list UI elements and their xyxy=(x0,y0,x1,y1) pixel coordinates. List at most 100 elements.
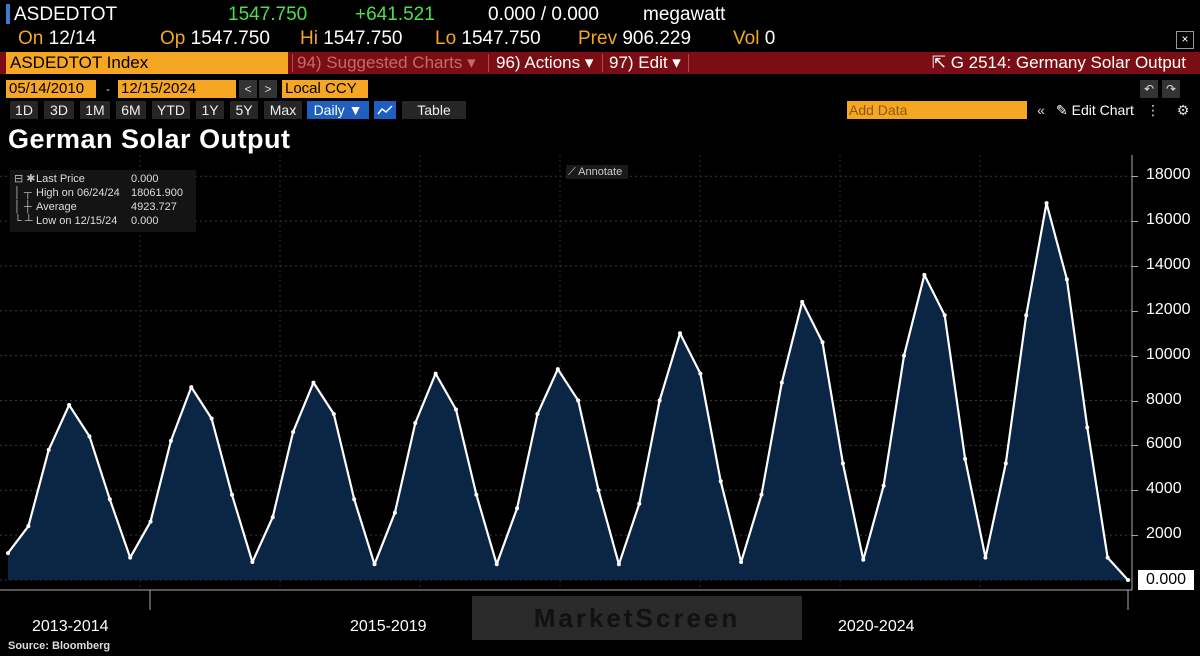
graph-title[interactable]: ⇱ G 2514: Germany Solar Output xyxy=(932,52,1186,74)
end-date-input[interactable]: 12/15/2024 xyxy=(118,80,236,98)
range-max[interactable]: Max xyxy=(264,101,302,119)
legend-label: Last Price xyxy=(36,173,85,185)
graph-title-text: G 2514: Germany Solar Output xyxy=(950,53,1186,72)
prev-label: Prev xyxy=(578,28,618,49)
data-point xyxy=(718,479,723,484)
data-point xyxy=(861,557,866,562)
date-dash: - xyxy=(106,82,110,96)
data-point xyxy=(942,313,947,318)
series-points xyxy=(6,201,1130,582)
more-icon[interactable]: ⋮ xyxy=(1146,102,1160,118)
data-point xyxy=(698,371,703,376)
ticker-symbol[interactable]: ASDEDTOT xyxy=(14,4,118,25)
divider xyxy=(602,54,603,72)
y-tick-mark xyxy=(1132,445,1138,447)
data-point xyxy=(372,562,377,567)
on-date: On 12/14 xyxy=(18,28,96,50)
data-point xyxy=(168,438,173,443)
data-point xyxy=(637,501,642,506)
undo-icon[interactable]: ↶ xyxy=(1140,80,1158,98)
data-point xyxy=(963,456,968,461)
currency-select[interactable]: Local CCY xyxy=(282,80,368,98)
low-price: Lo 1547.750 xyxy=(435,28,541,50)
data-point xyxy=(454,407,458,412)
y-tick-mark xyxy=(1132,310,1138,312)
redo-icon[interactable]: ↷ xyxy=(1162,80,1180,98)
legend[interactable]: ⊟ ✱ Last Price 0.000 │ ┬ High on 06/24/2… xyxy=(10,170,196,232)
data-point xyxy=(189,385,194,390)
on-label: On xyxy=(18,28,44,49)
last-price: 1547.750 xyxy=(228,4,308,25)
open-price: Op 1547.750 xyxy=(160,28,270,50)
y-tick-mark xyxy=(1132,221,1138,223)
data-point xyxy=(739,560,744,565)
data-point xyxy=(840,461,845,466)
data-point xyxy=(46,447,51,452)
legend-label: Average xyxy=(36,201,77,213)
data-point xyxy=(596,488,601,493)
data-point xyxy=(209,416,214,421)
data-point xyxy=(657,398,662,403)
y-tick-mark xyxy=(1132,490,1138,492)
prev-price: Prev 906.229 xyxy=(578,28,691,50)
y-tick-label: 14000 xyxy=(1146,255,1191,273)
data-point xyxy=(291,429,296,434)
data-point xyxy=(1126,578,1130,582)
close-button[interactable]: × xyxy=(1176,31,1194,49)
watermark: MarketScreen xyxy=(472,596,802,640)
range-1m[interactable]: 1M xyxy=(80,101,110,119)
range-1y[interactable]: 1Y xyxy=(196,101,224,119)
security-field[interactable]: ASDEDTOT Index xyxy=(6,52,288,74)
data-point xyxy=(250,560,255,565)
annotate-button[interactable]: ⟋ Annotate xyxy=(566,165,628,179)
hi-value: 1547.750 xyxy=(323,28,403,49)
add-data-input[interactable]: Add Data xyxy=(847,101,1027,119)
next-period-button[interactable]: > xyxy=(259,80,277,98)
low-marker-icon: └ ┴ xyxy=(14,215,33,227)
chart-plot[interactable] xyxy=(0,155,1200,610)
collapse-icon[interactable]: « xyxy=(1037,102,1045,118)
y-tick-label: 2000 xyxy=(1146,525,1182,543)
y-tick-mark xyxy=(1132,176,1138,178)
legend-high: │ ┬ High on 06/24/24 18061.900 xyxy=(10,186,196,200)
frequency-select[interactable]: Daily ▼ xyxy=(307,101,369,119)
y-tick-mark xyxy=(1132,355,1138,357)
line-chart-icon[interactable] xyxy=(374,101,396,119)
divider xyxy=(488,54,489,72)
table-button[interactable]: Table xyxy=(402,101,466,119)
range-3d[interactable]: 3D xyxy=(44,101,74,119)
start-date-input[interactable]: 05/14/2010 xyxy=(6,80,96,98)
high-price: Hi 1547.750 xyxy=(300,28,402,50)
range-1d[interactable]: 1D xyxy=(10,101,38,119)
data-point xyxy=(779,380,784,385)
data-point xyxy=(148,519,153,524)
star-icon: ⊟ ✱ xyxy=(14,173,36,185)
period-label: 2015-2019 xyxy=(350,618,427,635)
range-6m[interactable]: 6M xyxy=(116,101,146,119)
data-point xyxy=(352,497,357,502)
actions-button[interactable]: 96) Actions ▾ xyxy=(496,53,594,72)
edit-chart-button[interactable]: ✎ Edit Chart xyxy=(1056,102,1134,118)
series-area xyxy=(8,203,1128,580)
legend-value: 0.000 xyxy=(131,173,159,185)
range-ytd[interactable]: YTD xyxy=(152,101,190,119)
data-point xyxy=(820,340,825,345)
period-label: 2020-2024 xyxy=(838,618,915,635)
hi-label: Hi xyxy=(300,28,318,49)
edit-button[interactable]: 97) Edit ▾ xyxy=(609,53,681,72)
data-point xyxy=(128,555,133,560)
legend-low: └ ┴ Low on 12/15/24 0.000 xyxy=(10,214,196,228)
data-point xyxy=(535,412,540,416)
chart-title: German Solar Output xyxy=(8,124,291,154)
volume: Vol 0 xyxy=(733,28,775,50)
y-tick-label: 4000 xyxy=(1146,480,1182,498)
range-5y[interactable]: 5Y xyxy=(230,101,258,119)
lo-label: Lo xyxy=(435,28,457,49)
settings-icon[interactable]: ⚙ xyxy=(1176,102,1190,118)
data-point xyxy=(1003,461,1008,466)
prev-period-button[interactable]: < xyxy=(239,80,257,98)
suggested-charts-button[interactable]: 94) Suggested Charts ▾ xyxy=(297,53,476,72)
data-point xyxy=(311,380,316,385)
data-point xyxy=(331,412,336,416)
vol-label: Vol xyxy=(733,28,760,49)
